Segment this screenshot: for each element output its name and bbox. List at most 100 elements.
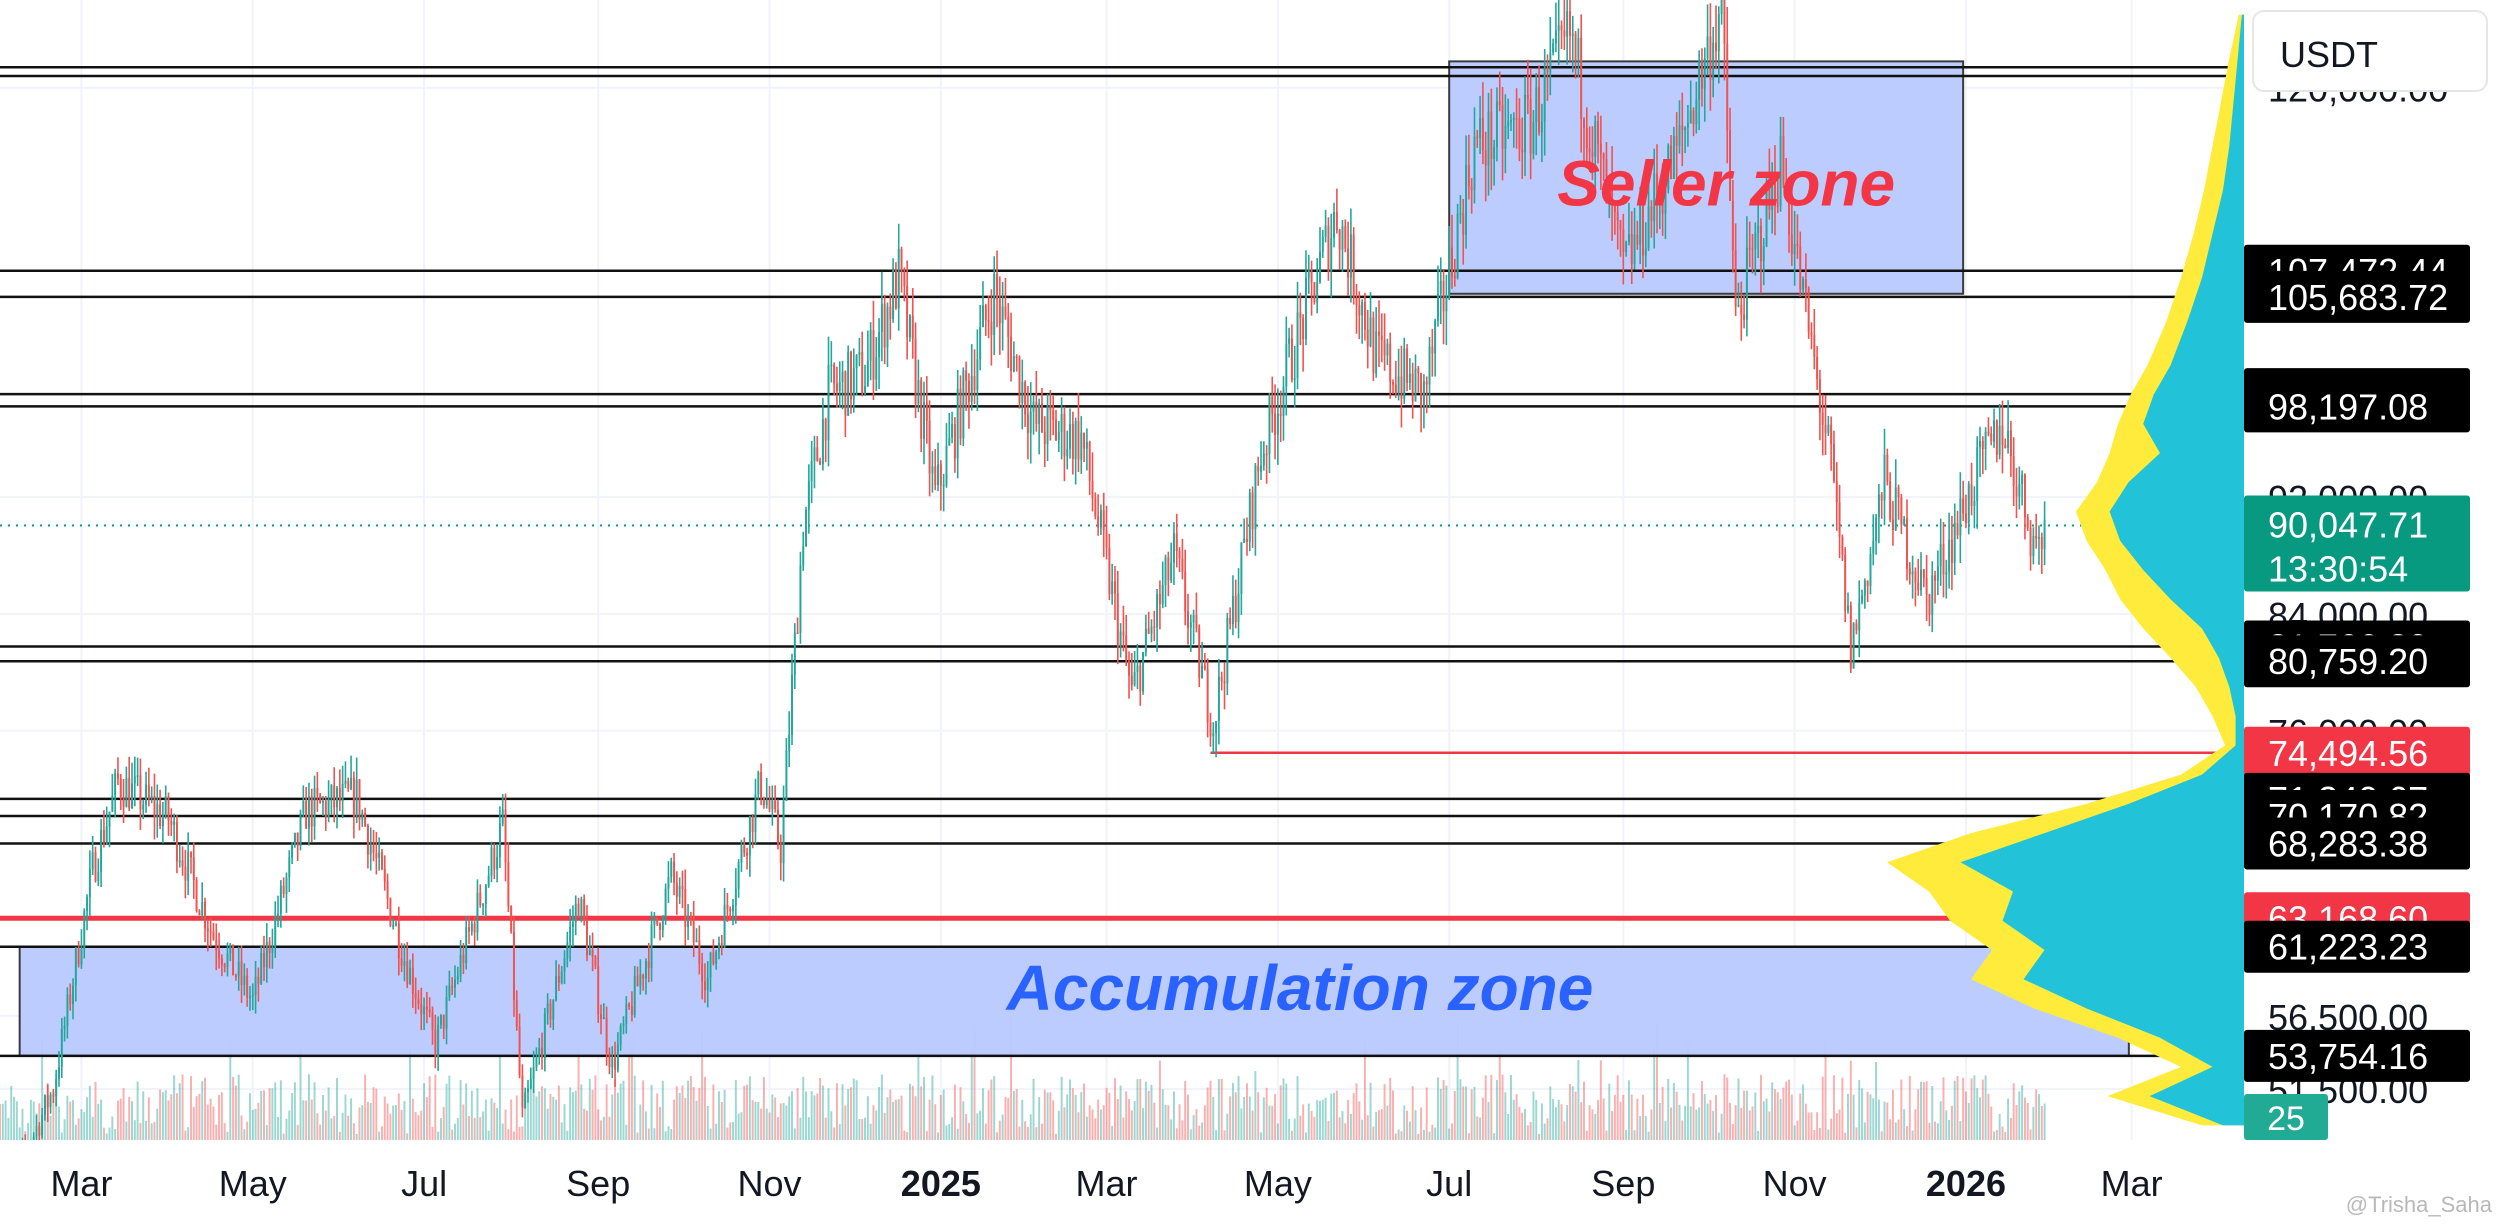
volume-bar <box>962 1101 965 1140</box>
currency-selector[interactable]: USDT <box>2252 10 2488 92</box>
candle-body <box>1920 569 1923 591</box>
volume-bar <box>1212 1096 1215 1140</box>
volume-bar <box>630 1034 633 1140</box>
candle-body <box>1128 661 1131 676</box>
candle-body <box>46 1095 49 1107</box>
candle-body <box>296 832 299 846</box>
volume-bar <box>1855 1127 1858 1140</box>
volume-bar <box>86 1097 89 1140</box>
candle-body <box>939 464 942 486</box>
volume-bar <box>330 1118 333 1140</box>
candle-body <box>1046 405 1049 444</box>
candle-body <box>1619 220 1622 230</box>
candle-body <box>715 951 718 964</box>
volume-bar <box>779 1103 782 1140</box>
volume-bar <box>1209 1080 1212 1140</box>
volume-bar <box>892 1101 895 1140</box>
candle-body <box>1498 101 1501 105</box>
volume-bar <box>1835 1113 1838 1140</box>
candle-body <box>1251 492 1254 530</box>
candle-body <box>1979 440 1981 448</box>
volume-bar <box>819 1078 822 1140</box>
volume-bar <box>372 1087 375 1140</box>
volume-bar <box>1080 1092 1083 1140</box>
volume-bar <box>1172 1091 1175 1140</box>
volume-bar <box>1549 1086 1552 1140</box>
volume-bar <box>307 1074 310 1140</box>
candle-body <box>689 915 692 918</box>
candle-body <box>1102 510 1105 531</box>
volume-bar <box>1436 1077 1439 1140</box>
candle-body <box>737 862 740 889</box>
volume-bar <box>1653 1047 1656 1140</box>
candle-body <box>1215 721 1218 734</box>
volume-bar <box>1715 1095 1717 1140</box>
candle-body <box>1605 158 1608 204</box>
candle-body <box>1796 243 1799 247</box>
volume-bar <box>844 1105 847 1140</box>
volume-bar <box>1040 1123 1043 1140</box>
volume-bar <box>715 1123 718 1140</box>
horizontal-levels[interactable] <box>0 65 2244 1058</box>
volume-bar <box>1597 1099 1600 1140</box>
volume-bar <box>1816 1112 1819 1140</box>
candle-body <box>1147 628 1150 634</box>
candle-body <box>1456 213 1459 278</box>
volume-bar <box>1105 1087 1108 1140</box>
volume-bar <box>1015 1089 1018 1140</box>
volume-bar <box>1220 1078 1223 1140</box>
volume-bar <box>1299 1115 1302 1140</box>
candle-body <box>403 961 406 966</box>
candle-body <box>145 784 148 805</box>
candle-body <box>1203 665 1206 670</box>
volume-bar <box>282 1133 285 1140</box>
candle-body <box>1524 95 1527 153</box>
candle-body <box>1142 652 1145 692</box>
candle-body <box>1122 631 1125 636</box>
time-tick-label: Mar <box>1076 1163 1138 1204</box>
volume-bar <box>1804 1103 1807 1140</box>
candle-body <box>1321 236 1324 252</box>
candle-body <box>1959 498 1962 536</box>
candle-body <box>529 1078 532 1089</box>
volume-bar <box>198 1093 201 1140</box>
candle-body <box>97 871 100 882</box>
candle-body <box>333 785 336 808</box>
volume-bar <box>1729 1102 1732 1140</box>
candle-body <box>1386 343 1389 356</box>
volume-bar <box>355 1133 358 1140</box>
volume-bar <box>1411 1086 1414 1140</box>
volume-bar <box>1585 1130 1588 1140</box>
candle-body <box>886 306 889 348</box>
candle-body <box>389 898 392 926</box>
candle-body <box>1594 121 1597 157</box>
volume-bar <box>173 1075 176 1140</box>
volume-bar <box>689 1076 692 1140</box>
candle-body <box>1995 420 1998 455</box>
volume-bar <box>285 1118 288 1140</box>
candle-body <box>819 460 822 465</box>
candle-body <box>549 1003 552 1020</box>
volume-bar <box>246 1121 249 1140</box>
volume-bar <box>583 1108 586 1140</box>
candle-body <box>1271 396 1274 414</box>
volume-bar <box>1692 1093 1695 1140</box>
candle-body <box>1240 542 1243 594</box>
volume-bar <box>942 1089 945 1140</box>
candle-body <box>69 994 72 1005</box>
volume-bar <box>1501 1074 1504 1140</box>
candle-body <box>1597 121 1600 144</box>
candle-body <box>212 931 215 940</box>
candle-body <box>1546 68 1549 73</box>
volume-bar <box>448 1075 451 1140</box>
volume-bar <box>1619 1101 1622 1140</box>
candle-body <box>998 299 1001 324</box>
candle-body <box>908 315 911 338</box>
candle-body <box>782 801 785 864</box>
volume-bar <box>791 1091 793 1140</box>
candle-body <box>1872 540 1875 555</box>
volume-bar <box>585 1110 588 1140</box>
volume-bar <box>4 1100 7 1140</box>
candle-body <box>220 958 223 965</box>
